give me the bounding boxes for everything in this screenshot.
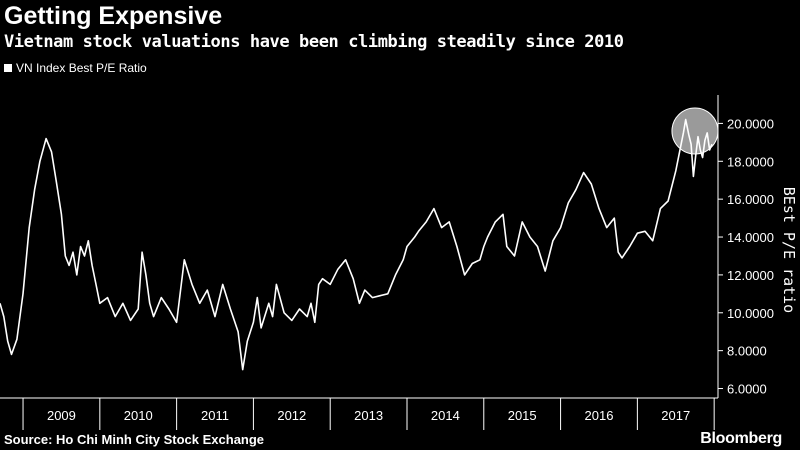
y-tick-label: 16.0000 bbox=[727, 192, 774, 207]
chart-title: Getting Expensive bbox=[4, 2, 223, 30]
y-tick-label: 6.0000 bbox=[727, 382, 767, 397]
y-tick-label: 10.0000 bbox=[727, 306, 774, 321]
y-tick-label: 12.0000 bbox=[727, 268, 774, 283]
x-tick-label: 2015 bbox=[508, 408, 537, 423]
x-tick-label: 2012 bbox=[277, 408, 306, 423]
y-axis: 6.0000 8.0000 10.0000 12.0000 14.0000 16.0000… bbox=[717, 95, 774, 398]
x-tick-label: 2013 bbox=[354, 408, 383, 423]
y-tick-label: 20.0000 bbox=[727, 116, 774, 131]
series-line-vn-index-pe bbox=[0, 118, 713, 371]
legend-label: VN Index Best P/E Ratio bbox=[16, 61, 147, 75]
x-axis: 2009 2010 2011 2012 2013 2014 2015 2016 2017 bbox=[0, 397, 718, 430]
x-tick-label: 2011 bbox=[201, 408, 229, 423]
y-tick-label: 8.0000 bbox=[727, 344, 767, 359]
chart-subtitle: Vietnam stock valuations have been climb… bbox=[4, 32, 624, 52]
x-tick-label: 2010 bbox=[124, 408, 153, 423]
y-axis-label: BEst P/E ratio bbox=[780, 187, 798, 313]
legend-swatch bbox=[4, 64, 12, 72]
y-tick-label: 14.0000 bbox=[727, 230, 774, 245]
bloomberg-logo: Bloomberg bbox=[700, 430, 782, 447]
legend: VN Index Best P/E Ratio bbox=[4, 61, 147, 75]
y-tick-label: 18.0000 bbox=[727, 154, 774, 169]
source-note: Source: Ho Chi Minh City Stock Exchange bbox=[4, 432, 265, 447]
x-tick-label: 2014 bbox=[431, 408, 460, 423]
x-tick-label: 2017 bbox=[661, 408, 690, 423]
x-tick-label: 2016 bbox=[585, 408, 614, 423]
x-tick-label: 2009 bbox=[47, 408, 76, 423]
